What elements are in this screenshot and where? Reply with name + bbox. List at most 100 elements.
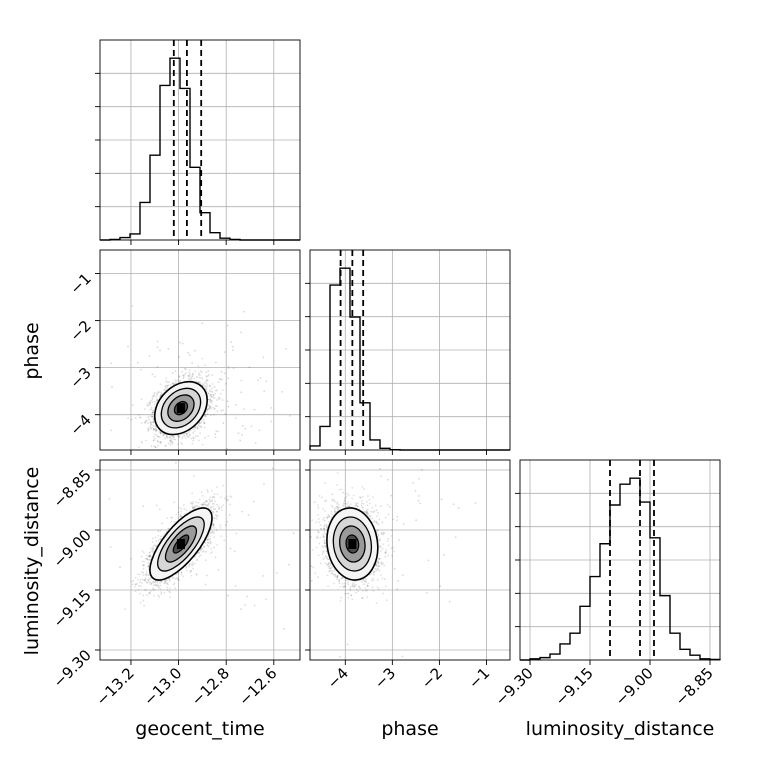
sample-point — [134, 417, 137, 419]
sample-point — [154, 437, 156, 440]
sample-point — [147, 422, 149, 424]
sample-point — [149, 590, 152, 592]
sample-point — [197, 374, 200, 376]
sample-point — [144, 588, 146, 591]
sample-point — [210, 407, 213, 410]
sample-point — [178, 356, 181, 358]
sample-point — [209, 390, 211, 393]
sample-point — [177, 435, 180, 438]
sample-point — [191, 375, 194, 377]
sample-point — [163, 582, 166, 585]
sample-point — [153, 428, 155, 430]
sample-point — [179, 379, 182, 382]
sample-point — [209, 535, 212, 537]
sample-point — [111, 386, 113, 388]
sample-point — [270, 420, 272, 423]
sample-point — [254, 442, 257, 444]
sample-point — [248, 366, 251, 369]
sample-point — [174, 382, 177, 384]
sample-point — [154, 433, 156, 436]
sample-point — [220, 535, 223, 538]
sample-point — [194, 427, 197, 429]
sample-point — [206, 488, 209, 491]
sample-point — [110, 362, 113, 365]
sample-point — [194, 349, 196, 352]
sample-point — [210, 414, 212, 416]
axes-frame — [99, 39, 301, 241]
sample-point — [222, 409, 225, 411]
sample-point — [240, 331, 243, 334]
sample-point — [137, 589, 140, 591]
sample-point — [141, 582, 143, 584]
sample-point — [195, 501, 198, 504]
sample-point — [209, 405, 212, 408]
sample-point — [204, 385, 207, 388]
sample-point — [214, 392, 217, 395]
sample-point — [195, 435, 197, 438]
sample-point — [159, 442, 162, 445]
sample-point — [223, 372, 226, 375]
sample-point — [199, 374, 202, 376]
sample-point — [159, 584, 162, 587]
sample-point — [166, 384, 169, 387]
sample-point — [167, 583, 169, 586]
sample-point — [185, 437, 187, 439]
sample-point — [211, 374, 214, 376]
sample-point — [187, 432, 190, 434]
sample-point — [177, 572, 180, 575]
sample-point — [156, 440, 159, 443]
sample-point — [211, 489, 213, 492]
sample-point — [158, 391, 161, 394]
histogram-step-luminosity-distance — [520, 477, 721, 661]
sample-point — [190, 574, 193, 577]
sample-point — [182, 377, 185, 380]
sample-point — [132, 579, 135, 582]
sample-point — [137, 585, 140, 587]
sample-point — [143, 560, 146, 563]
sample-point — [175, 513, 178, 516]
sample-point — [151, 548, 154, 551]
sample-point — [172, 436, 174, 439]
sample-point — [227, 367, 230, 369]
sample-point — [185, 433, 188, 435]
sample-point — [166, 517, 169, 519]
sample-point — [150, 445, 153, 448]
sample-point — [201, 443, 204, 446]
sample-point — [220, 410, 223, 412]
sample-point — [209, 496, 212, 498]
sample-point — [234, 417, 237, 419]
sample-point — [149, 422, 152, 425]
sample-point — [150, 424, 153, 426]
sample-point — [194, 370, 197, 373]
sample-point — [202, 418, 205, 421]
sample-point — [147, 416, 149, 419]
histogram-geocent-time — [95, 39, 301, 245]
sample-point — [150, 421, 153, 423]
sample-point — [167, 381, 170, 383]
sample-point — [159, 588, 162, 590]
sample-point — [167, 442, 170, 445]
sample-point — [193, 430, 196, 432]
sample-point — [156, 392, 159, 395]
sample-point — [259, 377, 262, 379]
sample-point — [155, 429, 158, 432]
sample-point — [211, 400, 214, 402]
sample-point — [222, 422, 225, 425]
sample-point — [160, 593, 163, 595]
sample-point — [155, 395, 158, 398]
sample-point — [209, 406, 212, 409]
sample-point — [182, 575, 185, 578]
sample-point — [164, 444, 167, 447]
sample-point — [208, 405, 211, 407]
sample-point — [197, 365, 200, 368]
sample-point — [131, 404, 134, 406]
sample-point — [152, 547, 154, 549]
sample-point — [143, 408, 146, 410]
sample-point — [189, 369, 191, 372]
sample-point — [217, 381, 220, 384]
sample-point — [153, 393, 156, 395]
sample-point — [142, 571, 145, 574]
sample-point — [253, 408, 256, 411]
sample-point — [140, 368, 142, 371]
sample-point — [178, 375, 181, 378]
